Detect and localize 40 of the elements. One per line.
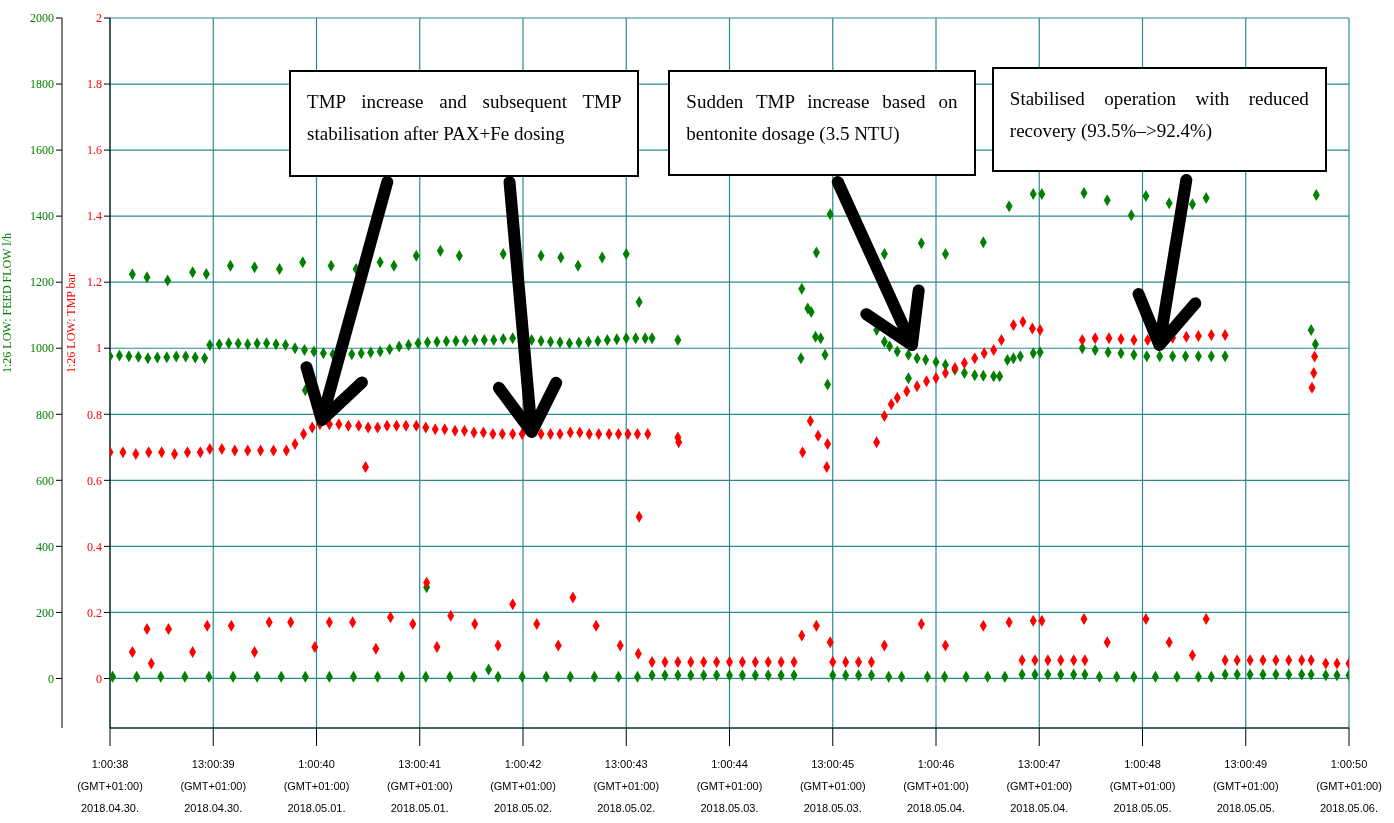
x-tick-label: 13:00:41 (GMT+01:00) 2018.05.01. bbox=[386, 758, 453, 814]
y2-tick-label: 1.8 bbox=[87, 77, 102, 92]
x-tick-label: 1:00:38 (GMT+01:00) 2018.04.30. bbox=[77, 758, 143, 814]
x-tick-label: 13:00:39 (GMT+01:00) 2018.04.30. bbox=[180, 758, 247, 814]
callout-box: Sudden TMP increase based on bentonite dosage (3.5 NTU) bbox=[668, 70, 976, 176]
x-tick-label: 1:00:48 (GMT+01:00) 2018.05.05. bbox=[1109, 758, 1176, 814]
y-tick-label: 1200 bbox=[30, 275, 54, 290]
y-tick-label: 1600 bbox=[30, 143, 54, 158]
y2-tick-label: 1 bbox=[96, 341, 102, 356]
x-tick-label: 1:00:40 (GMT+01:00) 2018.05.01. bbox=[283, 758, 350, 814]
y2-tick-label: 0.4 bbox=[87, 539, 102, 554]
x-tick-label: 13:00:45 (GMT+01:00) 2018.05.03. bbox=[799, 758, 866, 814]
y-tick-label: 1400 bbox=[30, 209, 54, 224]
x-tick-label: 13:00:47 (GMT+01:00) 2018.05.04. bbox=[1006, 758, 1073, 814]
y2-tick-label: 2 bbox=[96, 11, 102, 26]
x-tick-label: 13:00:43 (GMT+01:00) 2018.05.02. bbox=[593, 758, 660, 814]
y-tick-label: 200 bbox=[36, 605, 54, 620]
x-tick-label: 1:00:42 (GMT+01:00) 2018.05.02. bbox=[490, 758, 556, 814]
y-tick-label: 2000 bbox=[30, 11, 54, 26]
x-tick-label: 13:00:49 (GMT+01:00) 2018.05.05. bbox=[1212, 758, 1279, 814]
x-tick-label: 1:00:44 (GMT+01:00) 2018.05.03. bbox=[696, 758, 763, 814]
y-tick-label: 0 bbox=[48, 671, 54, 686]
y2-tick-label: 1.6 bbox=[87, 143, 102, 158]
y2-tick-label: 1.2 bbox=[87, 275, 102, 290]
callout-box: Stabilised operation with reduced recovery (93.5%–>92.4%) bbox=[991, 67, 1327, 172]
y2-tick-label: 0.8 bbox=[87, 407, 102, 422]
x-tick-label: 1:00:50 (GMT+01:00) 2018.05.06. bbox=[1316, 758, 1382, 814]
y2-tick-label: 0 bbox=[96, 671, 102, 686]
y-axis-title: 1:26 LOW: FEED FLOW l/h bbox=[0, 233, 15, 373]
y2-tick-label: 0.2 bbox=[87, 605, 102, 620]
y-tick-label: 600 bbox=[36, 473, 54, 488]
y-tick-label: 1800 bbox=[30, 77, 54, 92]
y2-tick-label: 1.4 bbox=[87, 209, 102, 224]
y2-tick-label: 0.6 bbox=[87, 473, 102, 488]
x-tick-label: 1:00:46 (GMT+01:00) 2018.05.04. bbox=[903, 758, 969, 814]
y-tick-label: 1000 bbox=[30, 341, 54, 356]
y2-axis-title: 1:26 LOW: TMP bar bbox=[64, 273, 79, 373]
callout-box: TMP increase and subsequent TMP stabilisation after PAX+Fe dosing bbox=[289, 70, 640, 177]
y-tick-label: 800 bbox=[36, 407, 54, 422]
y-tick-label: 400 bbox=[36, 539, 54, 554]
